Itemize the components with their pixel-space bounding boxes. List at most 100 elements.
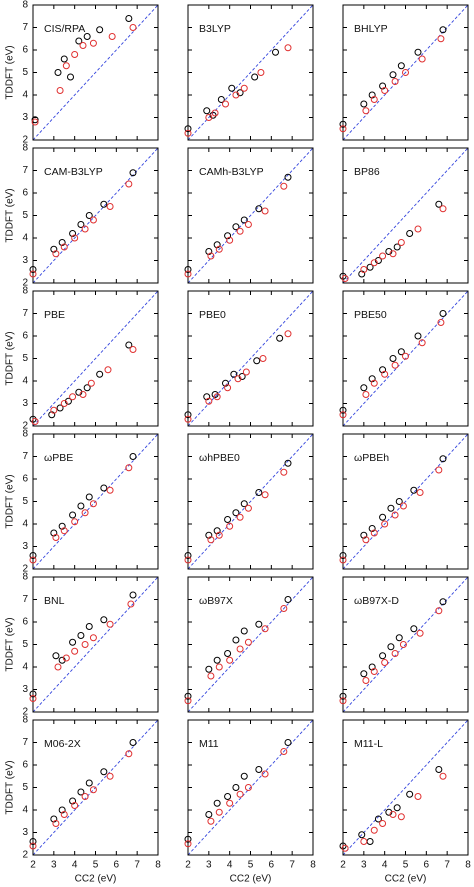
- marker: [370, 529, 378, 537]
- marker: [360, 838, 368, 845]
- y-tick-label: 8: [22, 572, 28, 583]
- y-tick-label: 3: [22, 112, 28, 123]
- marker: [184, 129, 192, 137]
- y-tick-label: 7: [22, 22, 28, 33]
- marker: [226, 522, 234, 530]
- marker: [213, 799, 221, 807]
- marker: [100, 484, 108, 492]
- marker: [389, 71, 397, 79]
- marker: [75, 37, 83, 45]
- marker: [29, 695, 37, 702]
- panel-title: M11: [199, 738, 219, 750]
- marker: [184, 840, 192, 848]
- marker: [437, 35, 445, 43]
- marker: [52, 250, 60, 258]
- marker: [358, 831, 366, 839]
- marker: [397, 62, 405, 70]
- diagonal: [187, 433, 314, 570]
- panel-title: BNL: [44, 595, 65, 607]
- panel-title: M11-L: [354, 738, 383, 750]
- marker: [439, 772, 447, 780]
- marker: [56, 404, 64, 412]
- marker: [395, 634, 403, 642]
- x-tick-label: 6: [424, 860, 430, 871]
- marker: [207, 252, 215, 260]
- marker: [69, 511, 77, 519]
- marker: [341, 844, 349, 852]
- marker: [58, 239, 66, 246]
- marker: [54, 69, 62, 76]
- marker: [414, 225, 422, 233]
- marker: [125, 750, 133, 758]
- marker: [360, 100, 368, 108]
- marker: [207, 672, 215, 680]
- y-tick-label: 7: [22, 737, 28, 748]
- marker: [96, 370, 104, 378]
- marker: [339, 552, 347, 559]
- marker: [184, 556, 192, 564]
- marker: [379, 652, 387, 660]
- marker: [184, 697, 192, 705]
- marker: [52, 534, 60, 541]
- marker: [362, 391, 370, 398]
- marker: [418, 339, 426, 347]
- marker: [48, 411, 56, 419]
- y-tick-label: 6: [22, 617, 28, 628]
- marker: [393, 243, 401, 251]
- marker: [79, 391, 87, 398]
- x-tick-label: 6: [269, 860, 275, 871]
- marker: [362, 107, 370, 115]
- marker: [381, 87, 389, 94]
- marker: [184, 552, 192, 559]
- marker: [244, 221, 252, 228]
- marker: [31, 116, 39, 124]
- x-tick-label: 2: [185, 860, 191, 871]
- marker: [81, 225, 89, 233]
- y-tick-label: 6: [22, 331, 28, 342]
- marker: [251, 73, 259, 81]
- marker: [215, 531, 223, 539]
- marker: [240, 216, 248, 224]
- y-axis-label: TDDFT (eV): [5, 45, 16, 99]
- marker: [60, 400, 68, 407]
- marker: [211, 109, 219, 117]
- marker: [261, 491, 269, 499]
- marker: [435, 466, 443, 474]
- diagonal: [32, 290, 159, 427]
- x-tick-label: 8: [155, 860, 161, 871]
- marker: [125, 15, 133, 22]
- marker: [129, 169, 137, 177]
- marker: [244, 784, 252, 791]
- marker: [255, 766, 263, 773]
- marker: [50, 815, 58, 823]
- marker: [339, 842, 347, 850]
- y-tick-label: 3: [22, 398, 28, 409]
- x-axis-label: CC2 (eV): [75, 874, 117, 885]
- x-tick-label: 4: [227, 860, 233, 871]
- marker: [387, 643, 395, 651]
- y-tick-label: 7: [22, 451, 28, 462]
- marker: [62, 62, 70, 70]
- marker: [81, 509, 89, 517]
- marker: [236, 645, 244, 653]
- marker: [31, 418, 39, 425]
- marker: [339, 556, 347, 564]
- marker: [29, 552, 37, 559]
- y-tick-label: 3: [22, 541, 28, 552]
- marker: [339, 272, 347, 280]
- marker: [56, 87, 64, 94]
- marker: [217, 96, 225, 103]
- diagonal: [342, 433, 469, 570]
- marker: [77, 788, 85, 796]
- marker: [284, 330, 292, 338]
- marker: [71, 802, 79, 809]
- marker: [184, 411, 192, 419]
- marker: [75, 388, 83, 396]
- diagonal: [187, 147, 314, 284]
- marker: [211, 391, 219, 398]
- y-tick-label: 8: [22, 0, 28, 11]
- marker: [29, 266, 37, 273]
- marker: [31, 118, 39, 126]
- marker: [224, 384, 232, 392]
- y-tick-label: 3: [22, 255, 28, 266]
